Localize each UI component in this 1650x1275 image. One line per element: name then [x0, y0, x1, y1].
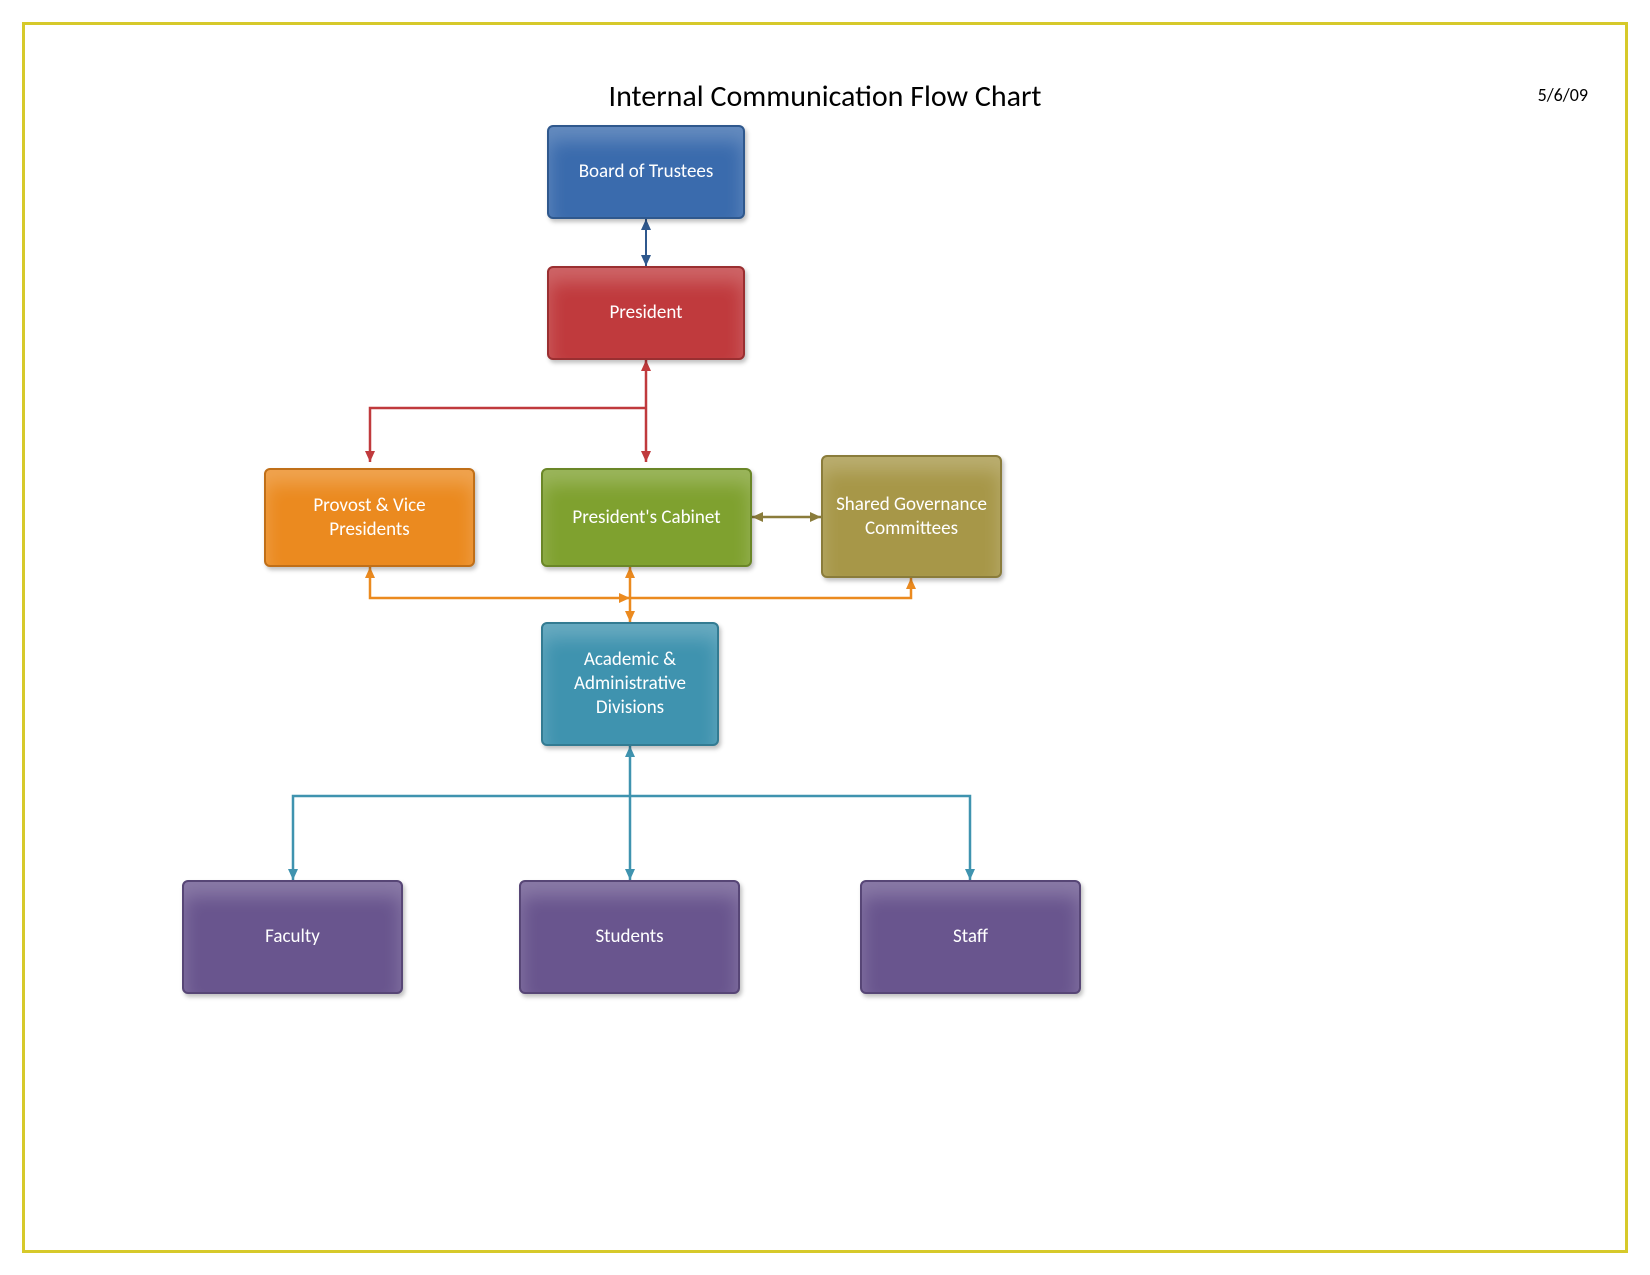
chart-date: 5/6/09 — [1538, 84, 1588, 106]
node-students: Students — [519, 880, 740, 994]
node-board-of-trustees: Board of Trustees — [547, 125, 745, 219]
chart-title: Internal Communication Flow Chart — [0, 78, 1650, 115]
node-provost-vice-presidents: Provost & Vice Presidents — [264, 468, 475, 567]
node-staff: Staff — [860, 880, 1081, 994]
node-presidents-cabinet: President's Cabinet — [541, 468, 752, 567]
node-shared-governance: Shared Governance Committees — [821, 455, 1002, 578]
node-president: President — [547, 266, 745, 360]
flowchart-canvas: Internal Communication Flow Chart 5/6/09… — [0, 0, 1650, 1275]
node-academic-administrative-divisions: Academic & Administrative Divisions — [541, 622, 719, 746]
page-frame — [22, 22, 1628, 1253]
node-faculty: Faculty — [182, 880, 403, 994]
